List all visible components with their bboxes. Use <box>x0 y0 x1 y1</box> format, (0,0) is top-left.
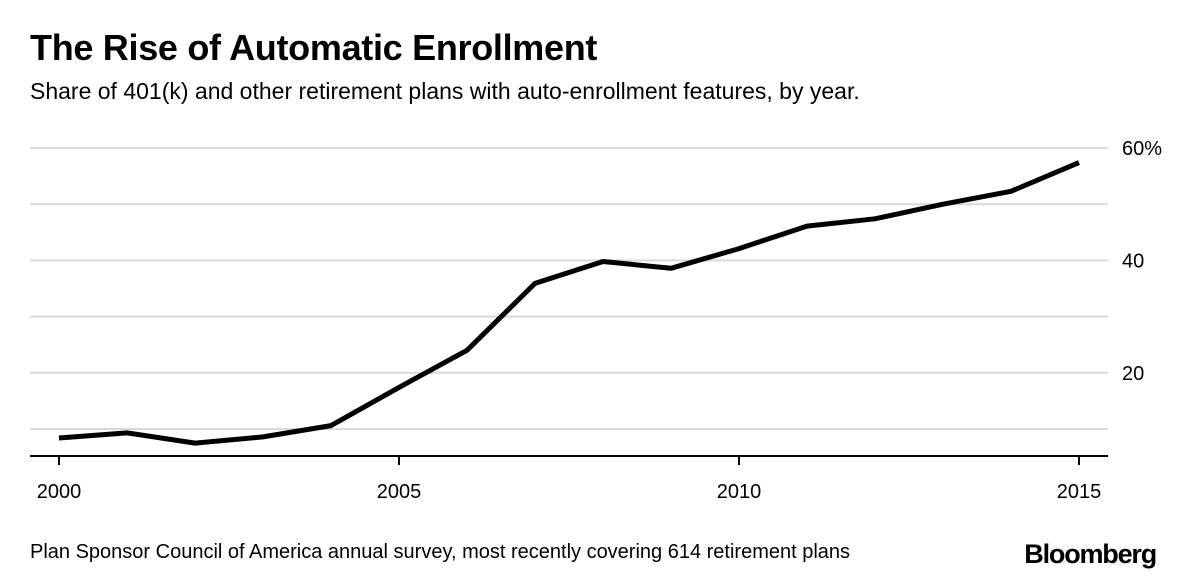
source-note: Plan Sponsor Council of America annual s… <box>30 541 851 563</box>
y-axis-ticks: 60% 40 20 <box>1122 138 1162 385</box>
series-group <box>58 160 1080 446</box>
x-tick-label: 2015 <box>1057 481 1102 503</box>
x-tick-label: 2010 <box>717 481 762 503</box>
chart-subtitle: Share of 401(k) and other retirement pla… <box>30 78 860 104</box>
chart-title: The Rise of Automatic Enrollment <box>30 27 598 68</box>
bloomberg-logo: Bloomberg <box>1024 539 1157 569</box>
x-axis-ticks: 2000 2005 2010 2015 <box>37 456 1102 503</box>
y-tick-label: 40 <box>1122 250 1144 272</box>
gridlines <box>30 147 1108 430</box>
y-tick-label: 20 <box>1122 363 1144 385</box>
x-tick-label: 2005 <box>377 481 422 503</box>
y-tick-label: 60% <box>1122 138 1162 160</box>
x-tick-label: 2000 <box>37 481 82 503</box>
series-line <box>58 160 1080 446</box>
